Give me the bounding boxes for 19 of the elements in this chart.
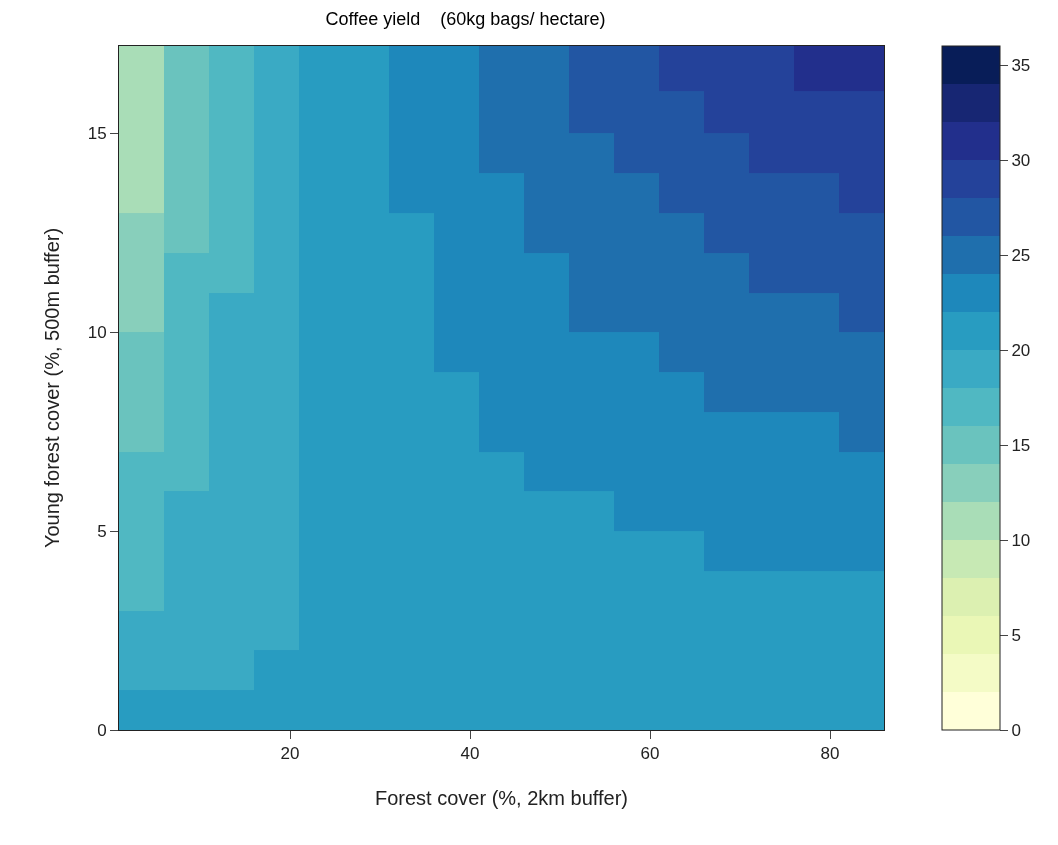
y-tick-label: 0 [97,720,107,740]
y-axis-title: Young forest cover (%, 500m buffer) [41,227,64,549]
color-bar-label: 5 [1011,625,1021,645]
color-bar-label: 0 [1011,720,1021,740]
chart-title: Coffee yield (60kg bags/ hectare) [325,9,606,30]
y-tick-label: 5 [97,522,107,542]
color-bar-label: 20 [1011,340,1031,360]
color-bar-label: 15 [1011,435,1031,455]
y-tick-label: 10 [87,323,107,343]
x-axis-title: Forest cover (%, 2km buffer) [374,786,629,809]
color-bar-label: 30 [1011,150,1031,170]
color-bar-label: 10 [1011,530,1031,550]
y-tick-label: 15 [87,124,107,144]
x-tick-label: 20 [280,744,300,764]
x-tick-label: 40 [460,744,480,764]
x-tick-label: 80 [820,744,840,764]
color-bar-label: 25 [1011,245,1031,265]
color-bar-label: 35 [1011,55,1031,75]
x-tick-label: 60 [640,744,660,764]
